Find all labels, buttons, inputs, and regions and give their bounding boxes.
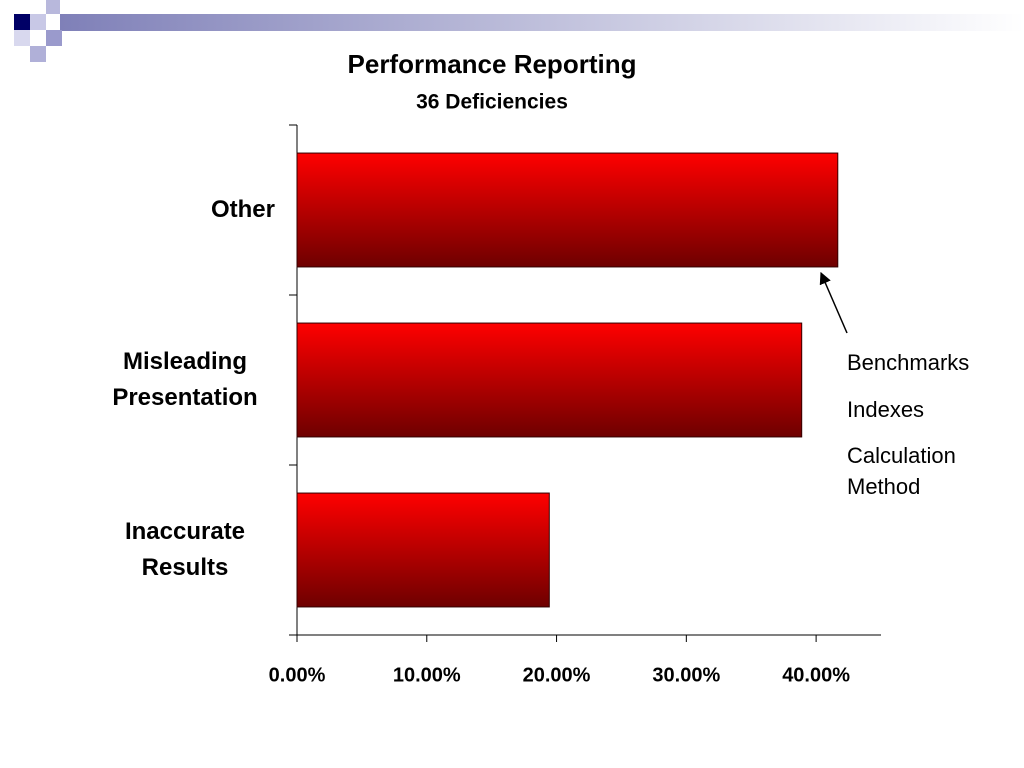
annotation: Calculation Method [847, 443, 956, 499]
annotation: Indexes [847, 397, 925, 422]
y-tick-label-box: Inaccurate Results [95, 514, 275, 586]
bar [296, 492, 550, 608]
x-tick-label: 40.00% [782, 664, 850, 686]
decoration [14, 0, 1024, 62]
y-tick-label-box: Other [211, 192, 275, 228]
chart-subtitle: 36 Deficiencies [416, 91, 568, 114]
x-tick-label: 30.00% [652, 664, 720, 686]
y-tick-label: Misleading Presentation [112, 348, 258, 411]
annotation-arrow [819, 271, 848, 334]
bar [296, 152, 839, 268]
x-tick-label: 0.00% [269, 664, 326, 686]
chart-title: Performance Reporting [348, 49, 637, 79]
annotation: Benchmarks [847, 350, 970, 375]
x-tick-label: 20.00% [523, 664, 591, 686]
y-tick-label: Inaccurate Results [124, 518, 246, 581]
x-tick-label: 10.00% [393, 664, 461, 686]
bar [296, 322, 803, 438]
y-tick-label: Other [210, 196, 275, 223]
y-tick-label-box: Misleading Presentation [95, 344, 275, 416]
